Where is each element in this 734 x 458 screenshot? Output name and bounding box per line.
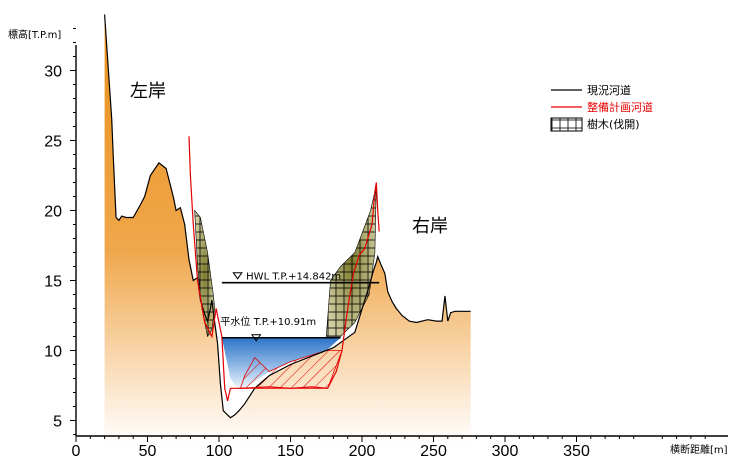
normal-water-triangle-icon <box>250 334 262 342</box>
legend: 現況河道 整備計画河道 樹木(伐開) <box>550 83 653 132</box>
y-axis-ticks: 5 10 15 20 25 30 <box>44 28 76 435</box>
x-tick-label-150: 150 <box>277 443 304 458</box>
y-tick-label-15: 15 <box>44 274 62 291</box>
y-axis-title: 標高[T.P.m] <box>8 28 61 41</box>
x-axis-title: 横断距離[m] <box>670 443 728 456</box>
normal-water-label: 平水位 T.P.+10.91m <box>220 315 316 328</box>
legend-label-planned: 整備計画河道 <box>587 100 653 114</box>
x-tick-label-50: 50 <box>139 443 157 458</box>
plot-area <box>104 14 471 445</box>
y-tick-label-20: 20 <box>44 204 62 221</box>
planned-channel-line <box>188 136 380 402</box>
x-tick-label-0: 0 <box>72 443 81 458</box>
y-tick-label-30: 30 <box>44 64 62 81</box>
x-tick-label-350: 350 <box>563 443 590 458</box>
hwl-triangle-icon <box>232 272 243 280</box>
existing-channel-line <box>104 14 471 419</box>
tree-grid-0 <box>194 209 216 338</box>
right-bank-label: 右岸 <box>412 216 448 237</box>
x-tick-label-200: 200 <box>349 443 376 458</box>
left-bank-label: 左岸 <box>130 81 166 102</box>
hwl-label: HWL T.P.+14.842m <box>246 272 341 283</box>
y-tick-label-10: 10 <box>44 344 62 361</box>
x-axis-ticks: 0 50 100 150 200 250 300 350 <box>72 436 706 458</box>
legend-swatch-trees <box>550 117 583 132</box>
x-tick-label-100: 100 <box>206 443 233 458</box>
legend-label-existing: 現況河道 <box>587 83 631 97</box>
ground-fill <box>104 14 471 445</box>
x-tick-label-250: 250 <box>420 443 447 458</box>
y-tick-label-5: 5 <box>53 414 62 431</box>
legend-label-trees: 樹木(伐開) <box>587 118 640 131</box>
x-tick-label-300: 300 <box>492 443 519 458</box>
y-tick-label-25: 25 <box>44 134 62 151</box>
